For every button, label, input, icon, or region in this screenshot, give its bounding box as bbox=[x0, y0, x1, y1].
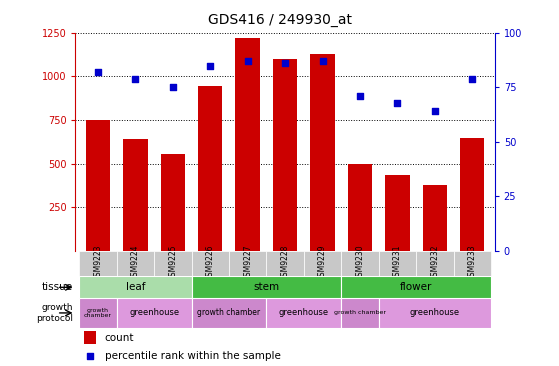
Point bbox=[168, 85, 177, 90]
Bar bbox=[341, 276, 491, 298]
Bar bbox=[348, 164, 372, 251]
Point bbox=[243, 58, 252, 64]
Bar bbox=[341, 298, 378, 328]
Bar bbox=[117, 251, 154, 276]
Text: count: count bbox=[105, 333, 134, 343]
Point bbox=[318, 58, 327, 64]
Bar bbox=[117, 298, 192, 328]
Bar bbox=[385, 175, 410, 251]
Bar bbox=[79, 251, 117, 276]
Text: GSM9223: GSM9223 bbox=[93, 245, 102, 281]
Text: growth
chamber: growth chamber bbox=[84, 307, 112, 318]
Text: percentile rank within the sample: percentile rank within the sample bbox=[105, 351, 281, 361]
Bar bbox=[229, 251, 267, 276]
Bar bbox=[192, 251, 229, 276]
Point bbox=[468, 76, 477, 82]
Bar bbox=[267, 298, 341, 328]
Bar bbox=[198, 86, 222, 251]
Bar bbox=[460, 138, 485, 251]
Bar bbox=[86, 120, 110, 251]
Bar bbox=[273, 59, 297, 251]
Text: leaf: leaf bbox=[126, 282, 145, 292]
Bar bbox=[341, 251, 378, 276]
Bar bbox=[310, 54, 335, 251]
Point bbox=[206, 63, 215, 68]
Text: GSM9233: GSM9233 bbox=[468, 245, 477, 281]
Text: growth chamber: growth chamber bbox=[334, 310, 386, 315]
Text: GSM9225: GSM9225 bbox=[168, 245, 177, 281]
Text: GSM9230: GSM9230 bbox=[356, 245, 364, 281]
Text: growth
protocol: growth protocol bbox=[36, 303, 73, 323]
Text: GSM9229: GSM9229 bbox=[318, 245, 327, 281]
Text: growth chamber: growth chamber bbox=[197, 309, 260, 317]
Bar bbox=[453, 251, 491, 276]
Bar bbox=[123, 139, 148, 251]
Text: GSM9224: GSM9224 bbox=[131, 245, 140, 281]
Text: stem: stem bbox=[253, 282, 280, 292]
Bar bbox=[154, 251, 192, 276]
Text: GSM9231: GSM9231 bbox=[393, 245, 402, 281]
Text: GSM9228: GSM9228 bbox=[281, 245, 290, 281]
Bar bbox=[267, 251, 304, 276]
Point bbox=[86, 353, 94, 359]
Bar bbox=[192, 276, 341, 298]
Text: tissue: tissue bbox=[41, 282, 73, 292]
Bar bbox=[423, 186, 447, 251]
Text: greenhouse: greenhouse bbox=[129, 309, 179, 317]
Point bbox=[393, 100, 402, 105]
Bar bbox=[79, 298, 117, 328]
Text: flower: flower bbox=[400, 282, 432, 292]
Bar bbox=[235, 38, 260, 251]
Point bbox=[430, 108, 439, 114]
Point bbox=[281, 60, 290, 66]
Text: greenhouse: greenhouse bbox=[410, 309, 460, 317]
Point bbox=[131, 76, 140, 82]
Bar bbox=[378, 251, 416, 276]
Bar bbox=[416, 251, 453, 276]
Text: GDS416 / 249930_at: GDS416 / 249930_at bbox=[207, 13, 352, 27]
Text: GSM9232: GSM9232 bbox=[430, 245, 439, 281]
Text: GSM9226: GSM9226 bbox=[206, 245, 215, 281]
Bar bbox=[79, 276, 192, 298]
Bar bbox=[304, 251, 341, 276]
Bar bbox=[84, 331, 97, 344]
Bar bbox=[160, 154, 185, 251]
Text: GSM9227: GSM9227 bbox=[243, 245, 252, 281]
Point bbox=[356, 93, 364, 99]
Bar bbox=[192, 298, 267, 328]
Point bbox=[93, 69, 102, 75]
Text: greenhouse: greenhouse bbox=[279, 309, 329, 317]
Bar bbox=[378, 298, 491, 328]
